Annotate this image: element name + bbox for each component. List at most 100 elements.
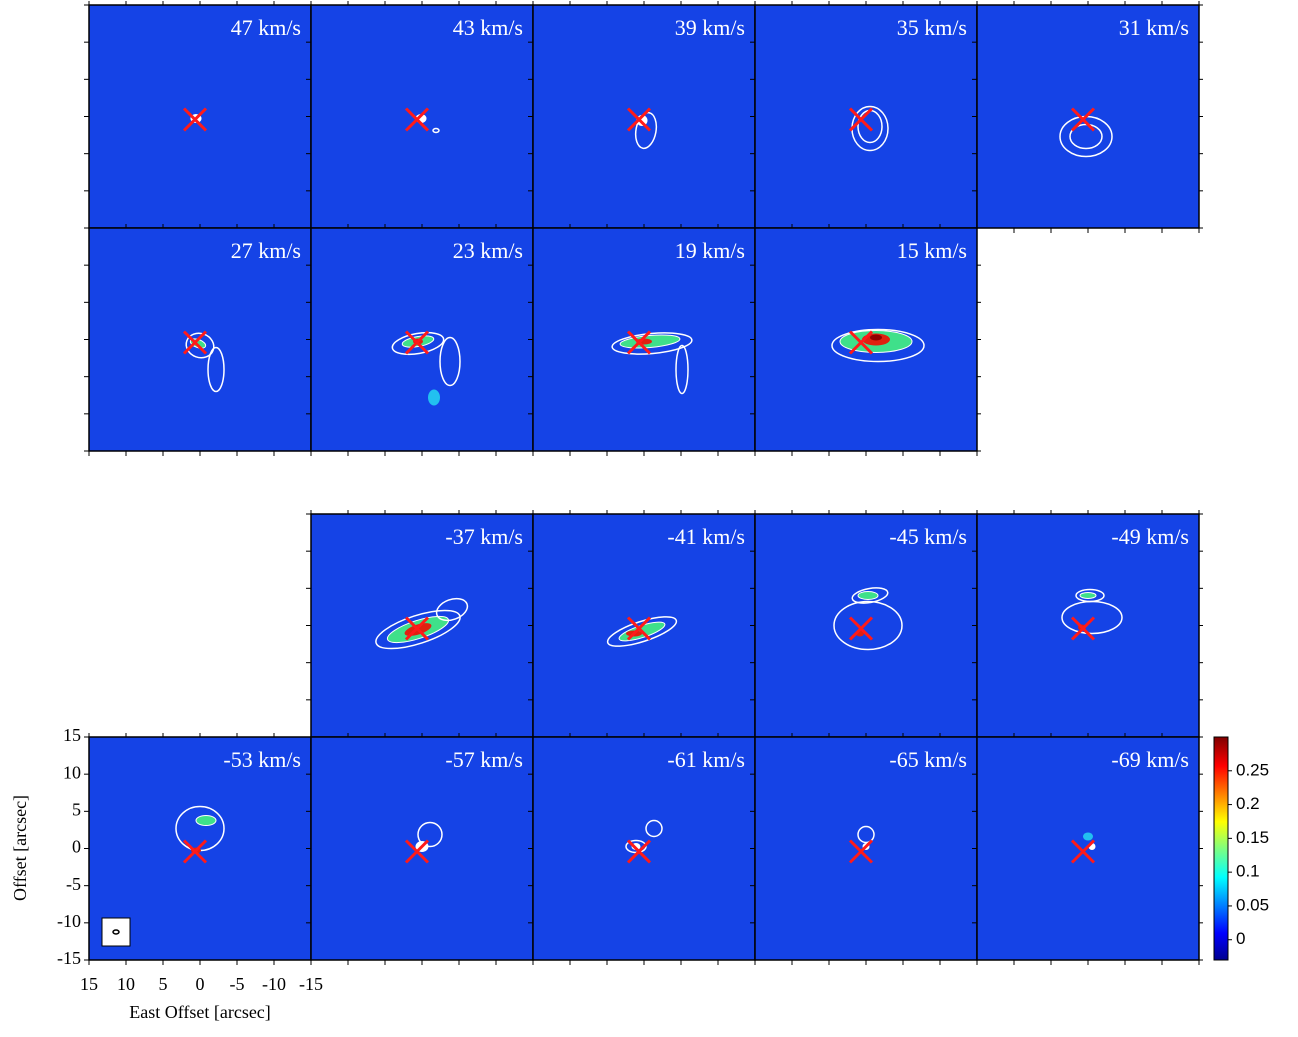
star-marker [626,107,652,132]
emission [833,600,903,651]
panel: -49 km/s [972,510,1203,742]
panel-label: -37 km/s [445,524,523,549]
star-marker [626,330,652,355]
panel-label: -61 km/s [667,747,745,772]
star-marker [626,839,652,864]
panel-label: -41 km/s [667,524,745,549]
x-tick-label: 0 [196,974,205,994]
emission [611,332,693,355]
y-tick-label: 15 [63,725,81,745]
panel-label: 47 km/s [231,15,301,40]
star-marker [848,839,874,864]
x-axis-label: East Offset [arcsec] [129,1002,271,1022]
y-axis-label: Offset [arcsec] [10,795,30,901]
panel: 39 km/s [528,1,759,233]
x-tick-label: 5 [159,974,168,994]
emission [195,815,217,826]
panel-label: -69 km/s [1111,747,1189,772]
x-tick-label: 15 [80,974,98,994]
colorbar [1213,736,1229,961]
panel: 35 km/s [750,1,981,233]
y-tick-label: 5 [72,799,81,819]
colorbar-tick-label: 0.25 [1236,760,1269,779]
star-marker [1070,839,1096,864]
panel-label: 39 km/s [675,15,745,40]
panel-label: 35 km/s [897,15,967,40]
panel-label: 23 km/s [453,238,523,263]
beam [112,929,120,935]
emission [675,344,689,395]
y-tick-label: 10 [63,762,81,782]
colorbar-tick-label: 0.2 [1236,794,1260,813]
emission [851,587,889,604]
panel-label: 19 km/s [675,238,745,263]
star-marker [182,839,208,864]
star-marker [404,839,430,864]
panel: -65 km/s [750,733,981,965]
colorbar-tick-label: 0.05 [1236,895,1269,914]
emission [432,127,440,134]
emission [428,389,440,406]
panel-label: -45 km/s [889,524,967,549]
panel: -57 km/s [306,733,537,965]
x-tick-label: -10 [262,974,286,994]
emission [439,336,461,387]
star-marker [1070,107,1096,132]
star-marker [848,107,874,132]
emission [417,821,443,848]
colorbar-tick-label: 0.15 [1236,828,1269,847]
panel: -41 km/s [528,510,759,742]
panel: -69 km/s [972,733,1203,965]
y-tick-label: -15 [57,948,81,968]
emission [435,597,469,622]
emission [857,825,875,844]
emission [375,609,461,650]
x-tick-label: -5 [230,974,245,994]
panel: 47 km/s [84,1,315,233]
star-marker [1070,616,1096,641]
x-tick-label: -15 [299,974,323,994]
star-marker [404,330,430,355]
y-tick-label: 0 [72,837,81,857]
beam-box [101,917,131,947]
star-marker [626,616,652,641]
emission [870,334,882,341]
emission [207,346,225,393]
emission [1083,832,1093,841]
emission [391,331,445,356]
panel: -37 km/s [306,510,537,742]
panel-label: -57 km/s [445,747,523,772]
panel: -45 km/s [750,510,981,742]
panel: 43 km/s [306,1,537,233]
panel-label: 43 km/s [453,15,523,40]
star-marker [848,616,874,641]
panel: 19 km/s [528,224,759,456]
panel-label: 31 km/s [1119,15,1189,40]
panel-label: 27 km/s [231,238,301,263]
star-marker [404,616,430,641]
x-tick-label: 10 [117,974,135,994]
panel: -61 km/s [528,733,759,965]
emission [831,328,925,363]
y-tick-label: -10 [57,911,81,931]
star-marker [182,107,208,132]
emission [645,819,663,838]
emission [1079,592,1097,599]
y-tick-label: -5 [66,874,81,894]
colorbar-tick-label: 0.1 [1236,862,1260,881]
panel: 23 km/s [306,224,537,456]
emission [634,111,658,150]
emission [606,616,678,647]
star-marker [182,330,208,355]
star-marker [404,107,430,132]
colorbar-tick-label: 0 [1236,929,1245,948]
panel-label: -65 km/s [889,747,967,772]
emission [1061,600,1123,635]
emission [857,591,879,600]
panel: 27 km/s [84,224,315,456]
star-marker [848,330,874,355]
panel-label: -53 km/s [223,747,301,772]
panel: 15 km/s [750,224,981,456]
